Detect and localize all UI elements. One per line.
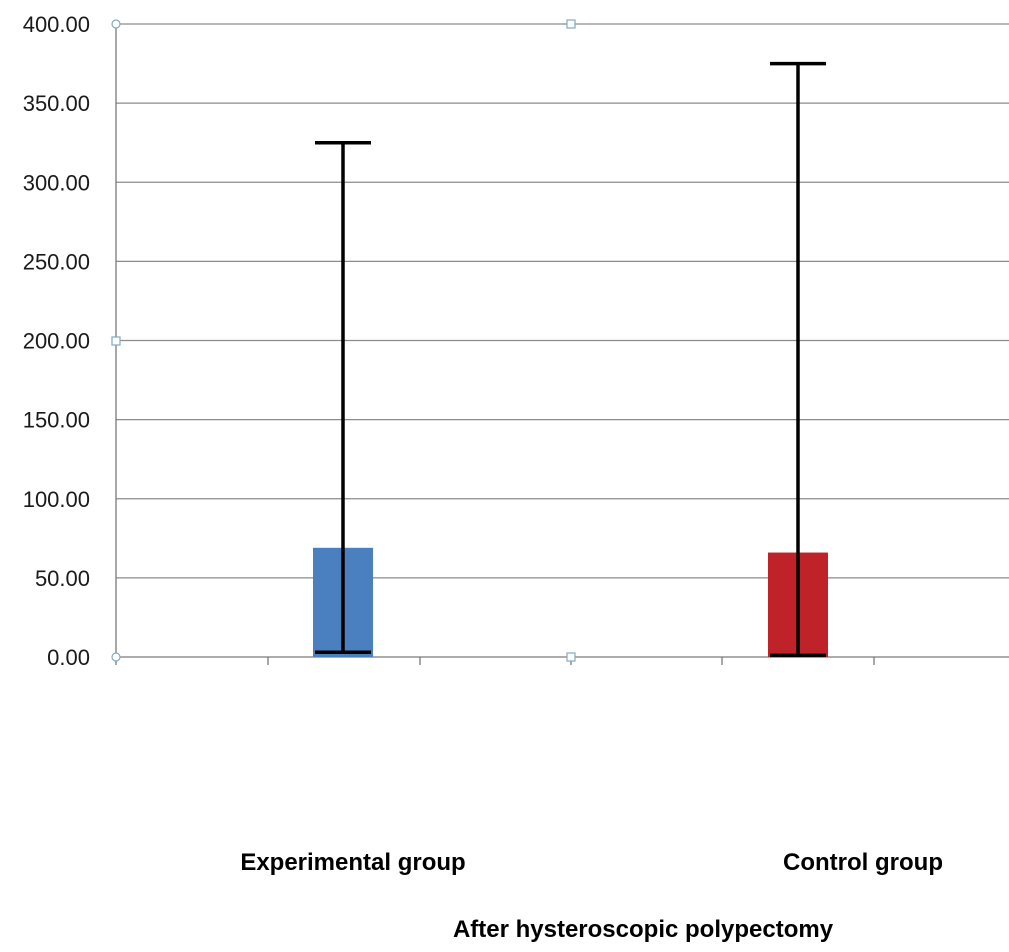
y-tick-label: 200.00 xyxy=(23,329,90,354)
chart-resize-handle xyxy=(566,19,576,29)
category-label: Experimental group xyxy=(240,849,465,876)
x-axis-title: After hysteroscopic polypectomy xyxy=(453,916,834,943)
y-tick-label: 50.00 xyxy=(35,566,90,591)
selection-handles xyxy=(111,19,576,662)
chart-resize-handle xyxy=(111,336,121,346)
gridlines xyxy=(115,23,1009,658)
y-tick-label: 100.00 xyxy=(23,487,90,512)
chart-resize-handle xyxy=(566,652,576,662)
bars xyxy=(313,547,828,657)
y-tick-label: 150.00 xyxy=(23,408,90,433)
x-axis xyxy=(115,657,875,665)
category-label: Control group xyxy=(783,849,943,876)
y-tick-label: 400.00 xyxy=(23,12,90,37)
y-tick-label: 0.00 xyxy=(47,645,90,670)
category-labels: Experimental group Control group xyxy=(240,849,943,876)
chart-resize-handle xyxy=(111,652,121,662)
chart-resize-handle xyxy=(111,19,121,29)
y-axis-tick-labels: 0.00 50.00 100.00 150.00 200.00 250.00 300.00 3… xyxy=(23,12,90,670)
y-tick-label: 350.00 xyxy=(23,91,90,116)
error-bars xyxy=(315,61,826,658)
y-tick-label: 300.00 xyxy=(23,170,90,195)
y-tick-label: 250.00 xyxy=(23,249,90,274)
